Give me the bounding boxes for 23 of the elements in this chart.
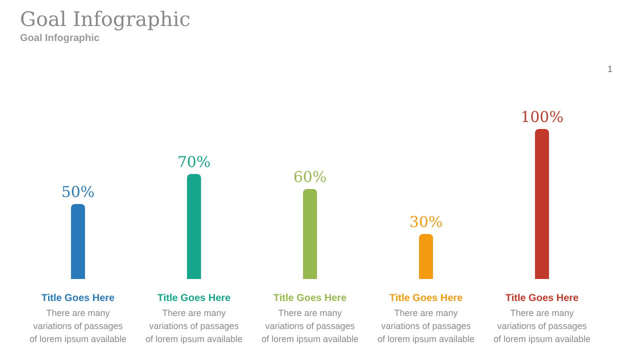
bar: [535, 129, 549, 279]
x-tick-label: Title Goes Here: [273, 293, 348, 304]
bar: [303, 189, 317, 279]
data-label: 100%: [520, 108, 564, 126]
bar: [419, 234, 433, 279]
data-label: 50%: [61, 183, 95, 201]
x-tick-label: Title Goes Here: [157, 293, 232, 304]
text: There are many variations of passages of lorem ipsum available: [493, 308, 591, 344]
chart-title: Goal Infographic: [20, 7, 190, 31]
text: There are many variations of passages of lorem ipsum available: [261, 308, 359, 344]
chart-subtitle: Goal Infographic: [20, 33, 100, 44]
x-tick-label: Title Goes Here: [41, 293, 116, 304]
bar: [71, 204, 85, 279]
text: There are many variations of passages of lorem ipsum available: [377, 308, 475, 344]
text: There are many variations of passages of lorem ipsum available: [145, 308, 243, 344]
x-tick-label: Title Goes Here: [389, 293, 464, 304]
bar: [187, 174, 201, 279]
text: 1: [607, 64, 613, 74]
text: There are many variations of passages of lorem ipsum available: [29, 308, 127, 344]
data-label: 60%: [293, 168, 327, 186]
data-label: 30%: [409, 213, 443, 231]
data-label: 70%: [177, 153, 211, 171]
x-tick-label: Title Goes Here: [505, 293, 580, 304]
